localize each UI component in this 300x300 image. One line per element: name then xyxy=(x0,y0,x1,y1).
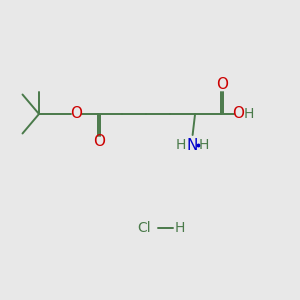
Text: O: O xyxy=(93,134,105,149)
Text: N: N xyxy=(186,138,198,153)
Text: H: H xyxy=(198,138,208,152)
Text: O: O xyxy=(232,106,244,122)
Text: O: O xyxy=(70,106,83,122)
Text: Cl: Cl xyxy=(137,221,151,235)
Text: H: H xyxy=(174,221,184,235)
Text: H: H xyxy=(176,138,186,152)
Text: O: O xyxy=(216,77,228,92)
Text: H: H xyxy=(244,107,254,121)
